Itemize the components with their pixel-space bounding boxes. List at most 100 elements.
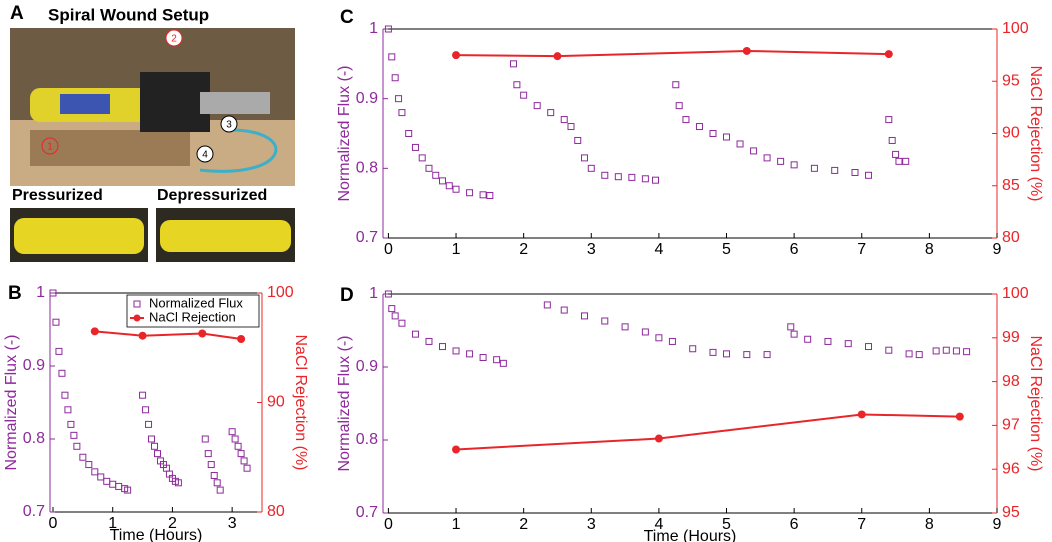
y2-tick-label: 98 bbox=[1002, 373, 1020, 390]
flux-point bbox=[787, 323, 795, 331]
legend-box bbox=[126, 294, 260, 328]
legend-swatch bbox=[133, 314, 141, 322]
flux-point bbox=[466, 189, 474, 197]
flux-point bbox=[439, 343, 447, 351]
flux-point bbox=[750, 147, 758, 155]
flux-point bbox=[672, 81, 680, 89]
y2-tick-label: 100 bbox=[1002, 285, 1029, 302]
flux-point bbox=[844, 340, 852, 348]
photo-label: Depressurized bbox=[157, 187, 267, 204]
y2-tick-label: 90 bbox=[267, 394, 285, 411]
pump bbox=[140, 72, 210, 132]
flux-point bbox=[231, 435, 239, 443]
flux-point bbox=[567, 123, 575, 131]
callout-text: 4 bbox=[202, 150, 208, 161]
rejection-point bbox=[654, 434, 663, 443]
x-tick-label: 6 bbox=[790, 516, 799, 533]
flux-point bbox=[790, 330, 798, 338]
x-tick-label: 5 bbox=[722, 516, 731, 533]
y2-tick-label: 97 bbox=[1002, 417, 1020, 434]
flux-point bbox=[587, 164, 595, 172]
rejection-point bbox=[237, 334, 246, 343]
flux-point bbox=[743, 351, 751, 359]
y2-tick-label: 95 bbox=[1002, 72, 1020, 89]
flux-point bbox=[103, 477, 111, 485]
flux-point bbox=[58, 369, 66, 377]
x-tick-label: 3 bbox=[587, 516, 596, 533]
flux-point bbox=[49, 289, 57, 297]
photo-title: Spiral Wound Setup bbox=[48, 5, 209, 24]
flux-point bbox=[240, 457, 248, 465]
flux-point bbox=[486, 192, 494, 200]
flux-point bbox=[405, 130, 413, 137]
x-tick-label: 0 bbox=[384, 241, 393, 258]
callout-text: 3 bbox=[226, 120, 232, 131]
x-tick-label: 7 bbox=[857, 241, 866, 258]
flux-point bbox=[452, 347, 460, 355]
rejection-point bbox=[884, 50, 893, 59]
flux-point bbox=[614, 173, 622, 181]
flux-point bbox=[67, 420, 75, 428]
flux-point bbox=[763, 351, 771, 359]
flux-point bbox=[395, 95, 403, 103]
flux-point bbox=[73, 442, 81, 450]
panel-label: A bbox=[10, 3, 24, 24]
flux-point bbox=[581, 154, 589, 162]
y2-tick-label: 96 bbox=[1002, 460, 1020, 477]
flux-point bbox=[895, 157, 903, 165]
vessel bbox=[160, 220, 291, 252]
flux-point bbox=[237, 450, 245, 458]
flux-point bbox=[763, 154, 771, 162]
flux-point bbox=[388, 53, 396, 61]
x-tick-label: 2 bbox=[519, 516, 528, 533]
flux-point bbox=[641, 175, 649, 183]
flux-point bbox=[709, 348, 717, 356]
flux-point bbox=[124, 486, 132, 494]
y-tick-label: 0.7 bbox=[23, 503, 45, 520]
flux-point bbox=[777, 157, 785, 165]
flux-point bbox=[174, 479, 182, 487]
fittings bbox=[200, 92, 270, 114]
flux-point bbox=[510, 60, 518, 68]
flux-point bbox=[411, 143, 419, 151]
flux-point bbox=[139, 391, 147, 399]
flux-point bbox=[689, 345, 697, 353]
flux-point bbox=[824, 337, 832, 345]
flux-point bbox=[581, 312, 589, 320]
legend-label: NaCl Rejection bbox=[149, 309, 236, 324]
x-tick-label: 3 bbox=[587, 241, 596, 258]
flux-point bbox=[915, 351, 923, 359]
flux-point bbox=[115, 482, 123, 490]
x-tick-label: 1 bbox=[452, 241, 461, 258]
y2-tick-label: 95 bbox=[1002, 504, 1020, 521]
x-tick-label: 4 bbox=[654, 241, 663, 258]
x-tick-label: 2 bbox=[168, 515, 177, 532]
flux-point bbox=[418, 154, 426, 162]
flux-point bbox=[398, 109, 406, 117]
panel-label: D bbox=[340, 285, 354, 306]
flux-point bbox=[574, 136, 582, 144]
flux-point bbox=[85, 461, 93, 469]
y-tick-label: 0.8 bbox=[23, 430, 45, 447]
rejection-point bbox=[452, 445, 461, 454]
flux-point bbox=[885, 346, 893, 354]
flux-point bbox=[952, 347, 960, 355]
photo-panel: A Spiral Wound Setup 1 2 3 4 Pressurized… bbox=[10, 3, 295, 262]
flux-point bbox=[963, 348, 971, 356]
vessel bbox=[14, 218, 144, 254]
callout bbox=[165, 29, 183, 47]
flux-point bbox=[601, 317, 609, 325]
flux-point bbox=[493, 356, 501, 364]
y-tick-label: 0.8 bbox=[356, 431, 378, 448]
flux-point bbox=[52, 318, 60, 326]
rejection-point bbox=[955, 412, 964, 421]
rejection-line bbox=[94, 330, 242, 340]
flux-point bbox=[452, 185, 460, 193]
flux-point bbox=[905, 350, 913, 358]
flux-point bbox=[388, 305, 396, 313]
rejection-point bbox=[90, 327, 99, 336]
legend-label: Normalized Flux bbox=[149, 295, 243, 310]
flux-point bbox=[628, 173, 636, 181]
y-tick-label: 1 bbox=[36, 284, 45, 301]
rejection-point bbox=[138, 331, 147, 340]
